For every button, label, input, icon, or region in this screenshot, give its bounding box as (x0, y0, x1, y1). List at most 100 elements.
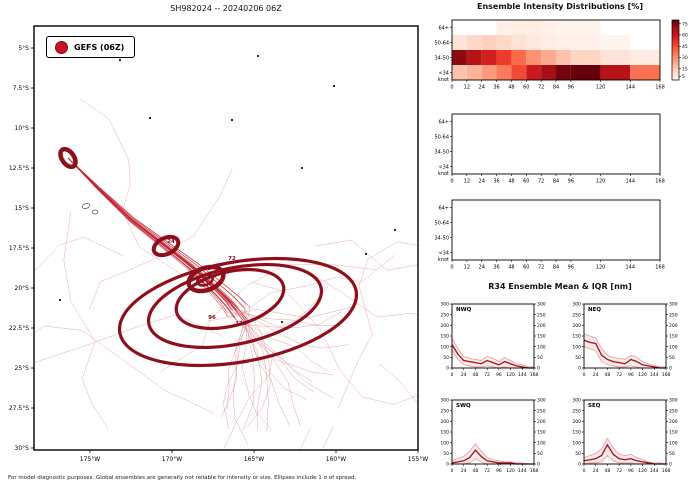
svg-text:72: 72 (228, 256, 236, 262)
svg-text:300: 300 (669, 398, 678, 404)
svg-text:168: 168 (655, 265, 665, 271)
svg-text:100: 100 (669, 440, 678, 446)
svg-text:250: 250 (572, 408, 581, 414)
svg-text:0: 0 (451, 468, 454, 474)
svg-text:0: 0 (578, 462, 581, 468)
svg-text:120: 120 (506, 468, 515, 474)
svg-text:<34: <34 (438, 164, 449, 170)
svg-text:96: 96 (568, 179, 574, 185)
svg-text:knot: knot (438, 257, 449, 263)
svg-text:120: 120 (596, 85, 606, 91)
svg-text:50-64: 50-64 (434, 134, 449, 140)
svg-text:48: 48 (605, 372, 611, 378)
svg-text:200: 200 (440, 419, 449, 425)
svg-text:5°S: 5°S (18, 45, 29, 52)
svg-text:168: 168 (655, 179, 665, 185)
svg-text:48: 48 (605, 468, 611, 474)
svg-text:48: 48 (473, 372, 479, 378)
svg-text:72: 72 (616, 468, 622, 474)
svg-text:160°W: 160°W (326, 456, 346, 463)
disclaimer-footnote: For model diagnostic purposes. Global en… (8, 475, 357, 481)
svg-text:30: 30 (682, 55, 688, 61)
svg-text:knot: knot (438, 171, 449, 177)
svg-text:27.5°S: 27.5°S (9, 405, 29, 412)
svg-text:100: 100 (537, 344, 546, 350)
svg-text:NWQ: NWQ (456, 307, 472, 313)
svg-text:0: 0 (450, 85, 453, 91)
svg-text:250: 250 (440, 312, 449, 318)
svg-text:300: 300 (440, 302, 449, 308)
svg-text:48: 48 (473, 468, 479, 474)
svg-text:60: 60 (523, 265, 529, 271)
svg-text:72: 72 (538, 265, 544, 271)
svg-text:24: 24 (479, 179, 485, 185)
svg-text:72: 72 (616, 372, 622, 378)
svg-text:36: 36 (493, 85, 499, 91)
svg-text:12: 12 (464, 179, 470, 185)
svg-text:200: 200 (572, 323, 581, 329)
svg-text:50: 50 (575, 451, 581, 457)
svg-text:300: 300 (669, 302, 678, 308)
svg-text:48: 48 (508, 179, 514, 185)
svg-text:75: 75 (682, 21, 688, 27)
svg-text:34-50: 34-50 (434, 55, 449, 61)
svg-text:200: 200 (440, 323, 449, 329)
svg-text:24: 24 (479, 265, 485, 271)
svg-text:155°W: 155°W (408, 456, 428, 463)
svg-text:165°W: 165°W (244, 456, 264, 463)
svg-text:100: 100 (440, 440, 449, 446)
svg-text:120: 120 (506, 372, 515, 378)
svg-text:0: 0 (446, 366, 449, 372)
svg-text:0: 0 (450, 265, 453, 271)
svg-text:250: 250 (669, 312, 678, 318)
svg-text:64+: 64+ (438, 119, 449, 125)
svg-text:50-64: 50-64 (434, 40, 449, 46)
svg-text:250: 250 (440, 408, 449, 414)
svg-text:48: 48 (508, 265, 514, 271)
svg-text:250: 250 (537, 408, 546, 414)
svg-text:250: 250 (537, 312, 546, 318)
svg-text:300: 300 (572, 398, 581, 404)
svg-text:<34: <34 (438, 70, 449, 76)
svg-text:168: 168 (662, 372, 671, 378)
svg-text:200: 200 (537, 323, 546, 329)
svg-text:15°S: 15°S (15, 205, 30, 212)
svg-text:144: 144 (626, 179, 636, 185)
svg-text:22.5°S: 22.5°S (9, 325, 29, 332)
svg-text:100: 100 (440, 344, 449, 350)
svg-text:96: 96 (568, 85, 574, 91)
svg-text:knot: knot (438, 77, 449, 83)
svg-text:12.5°S: 12.5°S (9, 165, 29, 172)
r34-panel-title: R34 Ensemble Mean & IQR [nm] (488, 282, 632, 291)
svg-text:120: 120 (596, 179, 606, 185)
svg-text:25°S: 25°S (15, 365, 30, 372)
svg-text:96: 96 (208, 315, 216, 321)
svg-text:17.5°S: 17.5°S (9, 245, 29, 252)
svg-text:144: 144 (650, 468, 659, 474)
svg-text:SWQ: SWQ (456, 403, 471, 409)
svg-text:0: 0 (537, 366, 540, 372)
svg-text:200: 200 (669, 419, 678, 425)
svg-text:24: 24 (167, 239, 175, 245)
svg-text:12: 12 (464, 265, 470, 271)
svg-text:170°W: 170°W (162, 456, 182, 463)
svg-text:150: 150 (669, 334, 678, 340)
svg-text:96: 96 (568, 265, 574, 271)
map-title: SH982024 -- 20240206 06Z (170, 4, 282, 13)
svg-text:300: 300 (537, 302, 546, 308)
gefs-legend-label: GEFS (06Z) (74, 42, 125, 52)
svg-text:84: 84 (553, 85, 559, 91)
svg-text:<34: <34 (438, 250, 449, 256)
svg-text:50: 50 (537, 451, 543, 457)
svg-text:30°S: 30°S (15, 445, 30, 452)
svg-text:120: 120 (596, 265, 606, 271)
right-column: Ensemble Intensity Distributions [%] 64+… (428, 0, 700, 490)
svg-text:0: 0 (451, 372, 454, 378)
svg-text:120: 120 (235, 321, 247, 327)
svg-text:150: 150 (440, 334, 449, 340)
